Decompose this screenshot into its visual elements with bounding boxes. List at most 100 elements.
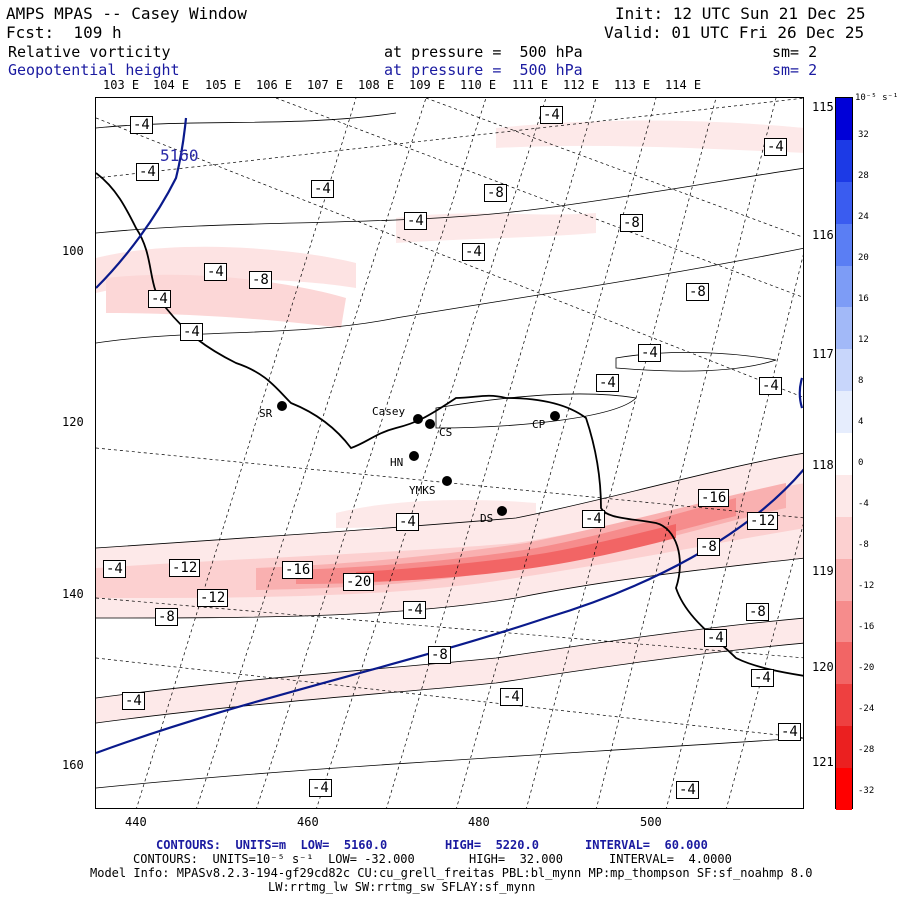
left-axis-tick: 120 — [62, 415, 84, 429]
vorticity-label: -4 — [404, 212, 427, 230]
top-lon-label: 104 E — [153, 78, 190, 92]
field2-smoothing: sm= 2 — [772, 61, 818, 79]
station-cp-dot — [550, 411, 560, 421]
vorticity-label: -4 — [582, 510, 605, 528]
bottom-axis-tick: 500 — [640, 815, 662, 829]
vorticity-label: -4 — [759, 377, 782, 395]
footer-height-interval: INTERVAL= 60.000 — [585, 838, 708, 852]
station-label: Casey — [372, 405, 406, 418]
vorticity-label: -12 — [169, 559, 201, 577]
top-lon-label: 106 E — [256, 78, 293, 92]
vorticity-label: -12 — [747, 512, 779, 530]
height-contour-5160-north — [96, 117, 188, 289]
vorticity-label: -4 — [309, 779, 332, 797]
colorbar-label: -24 — [858, 704, 875, 714]
colorbar-label: -12 — [858, 581, 875, 591]
footer-model-info-2: LW:rrtmg_lw SW:rrtmg_sw SFLAY:sf_mynn — [268, 880, 536, 894]
colorbar-label: 24 — [858, 212, 869, 222]
station-hn-dot — [409, 451, 419, 461]
plot-title: AMPS MPAS -- Casey Window — [6, 4, 247, 23]
station-casey-dot — [413, 414, 423, 424]
footer-height-high: HIGH= 5220.0 — [445, 838, 539, 852]
vorticity-label: -8 — [746, 603, 769, 621]
station-markers — [277, 401, 560, 516]
vorticity-label: -4 — [103, 560, 126, 578]
colorbar-swatch — [836, 642, 852, 685]
colorbar-unit: 10⁻⁵ s⁻¹ — [855, 93, 899, 103]
field2-level: at pressure = 500 hPa — [384, 61, 583, 79]
vorticity-label: -4 — [676, 781, 699, 799]
vorticity-label: -8 — [697, 538, 720, 556]
vorticity-label: -4 — [462, 243, 485, 261]
station-label: CS — [439, 426, 453, 439]
colorbar-label: 8 — [858, 376, 864, 386]
colorbar-swatch — [836, 768, 852, 811]
bottom-axis-tick: 480 — [468, 815, 490, 829]
footer-contours-height: CONTOURS: UNITS=m LOW= 5160.0 — [156, 838, 388, 852]
colorbar-label: -16 — [858, 622, 875, 632]
station-label: CP — [532, 418, 546, 431]
colorbar-label: 16 — [858, 294, 869, 304]
colorbar-swatch — [836, 433, 852, 476]
bottom-axis-tick: 440 — [125, 815, 147, 829]
top-lon-label: 109 E — [409, 78, 446, 92]
top-lon-label: 107 E — [307, 78, 344, 92]
vorticity-label: -8 — [249, 271, 272, 289]
colorbar-label: -28 — [858, 745, 875, 755]
map-panel: SR Casey CS CP HN YMKS DS -4 -4 -4 -4 -4 -8 -4 -8 -4 -8… — [95, 97, 804, 809]
vorticity-label: -4 — [148, 290, 171, 308]
vorticity-contours — [96, 112, 803, 789]
vorticity-label: -8 — [428, 646, 451, 664]
footer-vort-interval: INTERVAL= 4.0000 — [609, 852, 732, 866]
vorticity-label: -4 — [704, 629, 727, 647]
footer-model-info: Model Info: MPASv8.2.3-194-gf29cd82c CU:… — [90, 866, 813, 880]
top-lon-label: 105 E — [205, 78, 242, 92]
colorbar-swatch — [836, 223, 852, 267]
vorticity-label: -8 — [484, 184, 507, 202]
vorticity-label: -8 — [686, 283, 709, 301]
field2-name: Geopotential height — [8, 61, 180, 79]
vorticity-label: -8 — [620, 214, 643, 232]
vorticity-label: -4 — [540, 106, 563, 124]
forecast-hour: Fcst: 109 h — [6, 23, 122, 42]
vorticity-label: -16 — [698, 489, 730, 507]
colorbar-swatch — [836, 181, 852, 225]
valid-time: Valid: 01 UTC Fri 26 Dec 25 — [604, 23, 865, 42]
vorticity-label: -12 — [197, 589, 229, 607]
colorbar-swatch — [836, 139, 852, 183]
left-axis-tick: 140 — [62, 587, 84, 601]
top-lon-label: 108 E — [358, 78, 395, 92]
init-time: Init: 12 UTC Sun 21 Dec 25 — [615, 4, 866, 23]
station-label: DS — [480, 512, 494, 525]
colorbar-label: 20 — [858, 253, 869, 263]
colorbar-swatch — [836, 307, 852, 350]
coastline — [96, 172, 803, 677]
vorticity-label: -16 — [282, 561, 314, 579]
colorbar-swatch — [836, 516, 852, 560]
vorticity-label: -8 — [155, 608, 178, 626]
colorbar-label: 32 — [858, 130, 869, 140]
vorticity-label: -4 — [122, 692, 145, 710]
station-label: HN — [390, 456, 404, 469]
vorticity-label: -20 — [343, 573, 375, 591]
colorbar-swatch — [836, 558, 852, 602]
vorticity-label: -4 — [500, 688, 523, 706]
station-sr-dot — [277, 401, 287, 411]
height-contour-label: 5160 — [160, 146, 199, 165]
station-ds-dot — [497, 506, 507, 516]
top-lon-label: 111 E — [512, 78, 549, 92]
vorticity-label: -4 — [778, 723, 801, 741]
map-canvas — [96, 98, 803, 808]
footer-contours-vort: CONTOURS: UNITS=10⁻⁵ s⁻¹ LOW= -32.000 — [133, 852, 415, 866]
colorbar-swatch — [836, 349, 852, 392]
colorbar-swatch — [836, 391, 852, 434]
footer-vort-high: HIGH= 32.000 — [469, 852, 563, 866]
colorbar — [835, 97, 853, 811]
top-lon-label: 112 E — [563, 78, 600, 92]
vorticity-label: -4 — [204, 263, 227, 281]
field1-level: at pressure = 500 hPa — [384, 43, 583, 61]
vorticity-label: -4 — [638, 344, 661, 362]
colorbar-swatch — [836, 265, 852, 308]
colorbar-label: 4 — [858, 417, 864, 427]
colorbar-label: -20 — [858, 663, 875, 673]
